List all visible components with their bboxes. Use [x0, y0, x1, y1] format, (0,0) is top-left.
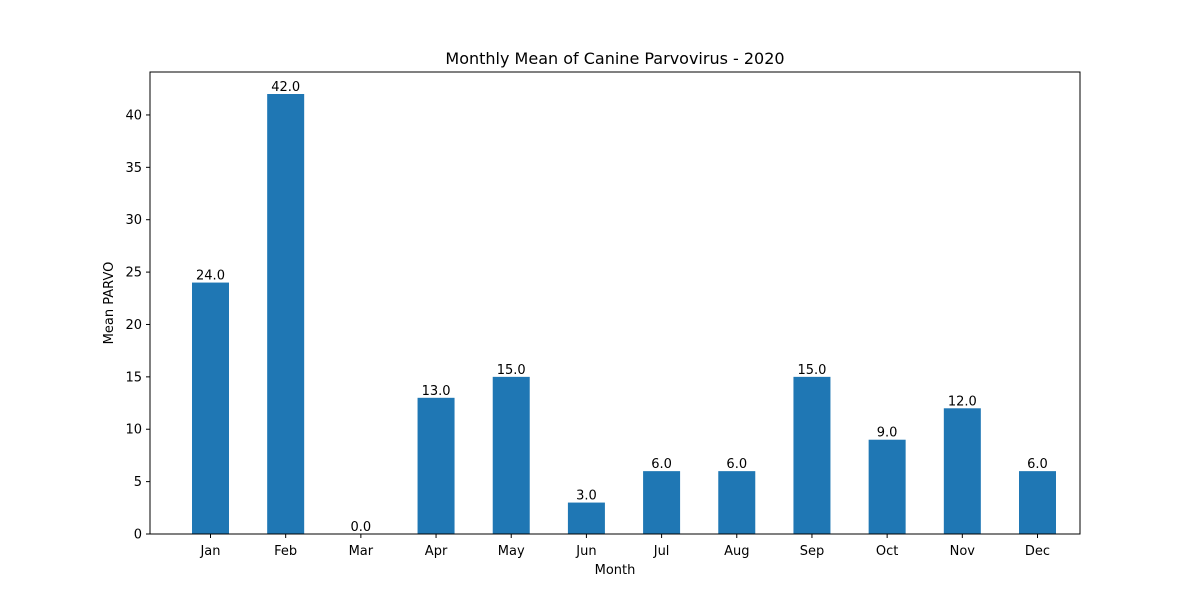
bar-jun	[567, 502, 605, 534]
bars-group	[192, 94, 1056, 534]
bar-may	[492, 376, 530, 534]
data-label-feb: 42.0	[271, 80, 300, 95]
x-tick-label-dec: Dec	[1025, 544, 1050, 559]
x-tick-label-jun: Jun	[575, 544, 596, 559]
y-tick-label-5: 5	[134, 475, 142, 490]
y-axis-label: Mean PARVO	[102, 262, 117, 345]
bar-jul	[643, 471, 681, 534]
x-axis-label: Month	[595, 563, 636, 578]
bar-dec	[1019, 471, 1056, 534]
data-label-nov: 12.0	[948, 394, 977, 409]
y-tick-label-15: 15	[125, 370, 142, 385]
x-tick-label-jan: Jan	[199, 544, 220, 559]
y-tick-label-10: 10	[125, 423, 142, 438]
x-tick-label-aug: Aug	[724, 544, 749, 559]
y-tick-label-25: 25	[125, 266, 142, 281]
data-label-jan: 24.0	[196, 269, 225, 284]
x-tick-label-mar: Mar	[349, 544, 374, 559]
bar-sep	[793, 376, 831, 534]
data-label-may: 15.0	[497, 363, 526, 378]
bar-feb	[267, 94, 305, 534]
y-tick-label-30: 30	[125, 213, 142, 228]
x-tick-label-nov: Nov	[950, 544, 976, 559]
data-label-sep: 15.0	[797, 363, 826, 378]
y-tick-label-20: 20	[125, 318, 142, 333]
bar-jan	[192, 282, 229, 534]
x-tick-label-sep: Sep	[800, 544, 825, 559]
x-tick-label-jul: Jul	[653, 544, 670, 559]
bar-aug	[718, 471, 756, 534]
x-tick-label-feb: Feb	[274, 544, 297, 559]
y-tick-label-40: 40	[125, 108, 142, 123]
data-label-apr: 13.0	[422, 384, 451, 399]
bar-nov	[943, 408, 981, 534]
y-tick-label-35: 35	[125, 161, 142, 176]
bar-oct	[868, 439, 906, 534]
y-tick-label-0: 0	[134, 528, 142, 543]
plot-frame	[149, 71, 1081, 535]
data-labels-group: 24.0 42.0 0.0 13.0 15.0 3.0 6.0 6.0 15.0 9.0 12.0 6…	[196, 80, 1048, 535]
x-tick-label-oct: Oct	[876, 544, 898, 559]
x-tick-label-apr: Apr	[425, 544, 448, 559]
chart-title: Monthly Mean of Canine Parvovirus - 2020	[445, 49, 784, 68]
data-label-jun: 3.0	[576, 489, 597, 504]
bar-apr	[417, 397, 455, 534]
y-axis-ticks: 0 5 10 15 20 25 30 35 40	[125, 108, 150, 543]
data-label-jul: 6.0	[651, 457, 672, 472]
data-label-mar: 0.0	[351, 520, 372, 535]
data-label-dec: 6.0	[1027, 457, 1048, 472]
x-axis-ticks: Jan Feb Mar Apr May Jun Jul Aug Sep Oct Nov Dec	[199, 534, 1050, 559]
x-tick-label-may: May	[498, 544, 525, 559]
data-label-oct: 9.0	[877, 426, 898, 441]
data-label-aug: 6.0	[726, 457, 747, 472]
